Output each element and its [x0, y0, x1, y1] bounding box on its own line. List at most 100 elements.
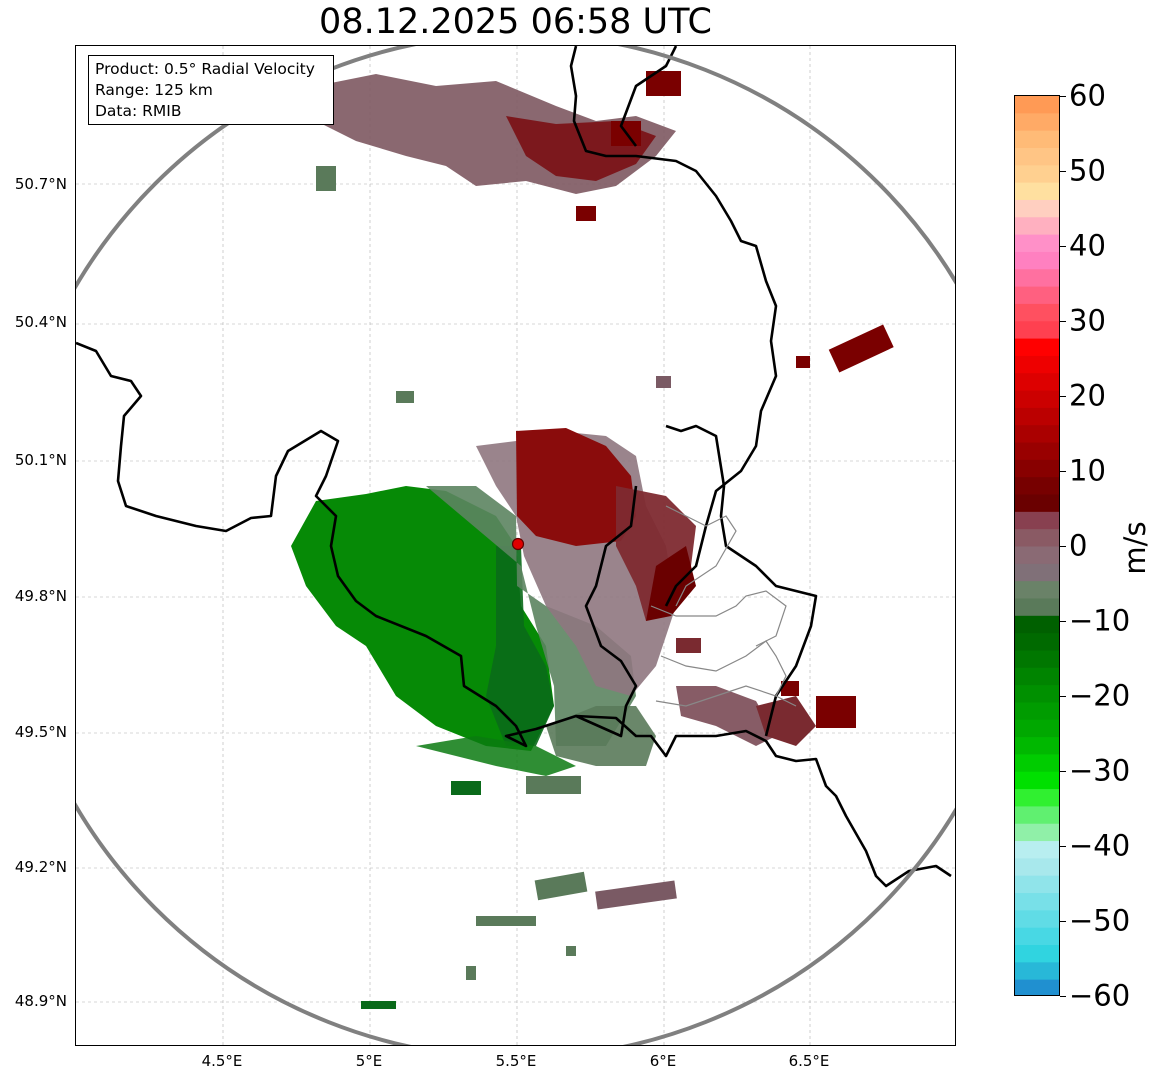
colorbar-step: [1015, 702, 1059, 721]
colorbar-gradient: [1015, 96, 1059, 995]
colorbar-step: [1015, 771, 1059, 790]
radar-map[interactable]: [75, 45, 956, 1046]
colorbar-tick-label: 10: [1069, 453, 1106, 488]
lat-label: 50.1°N: [14, 451, 67, 469]
colorbar-tick-label: −10: [1069, 603, 1131, 638]
echo-cell: [781, 681, 799, 696]
colorbar-step: [1015, 113, 1059, 132]
lon-label: 5.5°E: [495, 1052, 537, 1070]
colorbar-unit-label: m/s: [1118, 521, 1152, 575]
echo-cell: [451, 781, 481, 795]
echo-outbound-strong: [516, 428, 636, 546]
colorbar-step: [1015, 147, 1059, 166]
echo-cell: [526, 776, 581, 794]
colorbar-step: [1015, 373, 1059, 392]
colorbar-step: [1015, 407, 1059, 426]
colorbar-tick-label: 40: [1069, 228, 1106, 263]
colorbar-tick-label: −40: [1069, 828, 1131, 863]
echo-far-south-inbound: [416, 736, 576, 776]
colorbar-tick-label: −20: [1069, 678, 1131, 713]
info-source: Data: RMIB: [95, 102, 182, 120]
lat-label: 49.2°N: [14, 858, 67, 876]
echo-cell: [656, 376, 671, 388]
colorbar-step: [1015, 945, 1059, 963]
echo-cell: [595, 880, 677, 910]
info-product: Product: 0.5° Radial Velocity: [95, 60, 315, 78]
colorbar-step: [1015, 962, 1059, 981]
colorbar-step: [1015, 927, 1059, 946]
colorbar-step: [1015, 303, 1059, 322]
colorbar-step: [1015, 442, 1059, 461]
colorbar-step: [1015, 598, 1059, 617]
echo-cell: [576, 206, 596, 221]
colorbar-step: [1015, 719, 1059, 738]
echo-inbound-dark: [486, 546, 554, 746]
echo-cell: [816, 696, 856, 728]
echo-cell: [476, 916, 536, 926]
colorbar-tick-mark: [1060, 321, 1066, 322]
colorbar-tick-mark: [1060, 546, 1066, 547]
colorbar-step: [1015, 459, 1059, 478]
colorbar-step: [1015, 251, 1059, 270]
colorbar-step: [1015, 806, 1059, 825]
colorbar-step: [1015, 338, 1059, 357]
lat-label: 48.9°N: [14, 992, 67, 1010]
country-borders: [76, 46, 952, 888]
colorbar-step: [1015, 737, 1059, 756]
colorbar-tick-label: 30: [1069, 303, 1106, 338]
colorbar-step: [1015, 511, 1059, 530]
colorbar-step: [1015, 893, 1059, 911]
colorbar-step: [1015, 754, 1059, 773]
colorbar-step: [1015, 199, 1059, 218]
lat-label: 50.4°N: [14, 313, 67, 331]
colorbar-step: [1015, 633, 1059, 652]
lon-label: 4.5°E: [201, 1052, 243, 1070]
lon-label: 6.5°E: [788, 1052, 830, 1070]
echo-outbound-mid: [616, 486, 696, 621]
colorbar: [1014, 95, 1060, 996]
colorbar-step: [1015, 96, 1059, 114]
colorbar-tick-mark: [1060, 246, 1066, 247]
colorbar-step: [1015, 217, 1059, 236]
lat-label: 49.8°N: [14, 587, 67, 605]
colorbar-tick-mark: [1060, 696, 1066, 697]
colorbar-step: [1015, 390, 1059, 409]
colorbar-step: [1015, 789, 1059, 808]
colorbar-tick-label: −30: [1069, 753, 1131, 788]
colorbar-tick-label: 0: [1069, 528, 1088, 563]
echo-inbound-weak: [426, 486, 636, 746]
colorbar-step: [1015, 494, 1059, 513]
colorbar-step: [1015, 425, 1059, 444]
colorbar-tick-mark: [1060, 771, 1066, 772]
colorbar-tick-mark: [1060, 996, 1066, 997]
colorbar-tick-mark: [1060, 171, 1066, 172]
echo-cell: [466, 966, 476, 980]
colorbar-step: [1015, 858, 1059, 877]
colorbar-tick-mark: [1060, 96, 1066, 97]
radar-site-marker[interactable]: [511, 537, 525, 551]
colorbar-step: [1015, 165, 1059, 184]
lat-label: 50.7°N: [14, 175, 67, 193]
radar-map-svg: [76, 46, 955, 1045]
echo-cell: [676, 638, 701, 653]
colorbar-step: [1015, 563, 1059, 582]
echo-cell: [828, 324, 894, 373]
echo-east-cells: [756, 696, 816, 746]
page-title: 08.12.2025 06:58 UTC: [319, 2, 712, 42]
colorbar-step: [1015, 286, 1059, 305]
info-range: Range: 125 km: [95, 81, 213, 99]
echo-outbound-east: [646, 546, 696, 621]
echo-cell: [396, 391, 414, 403]
colorbar-tick-mark: [1060, 471, 1066, 472]
echo-cell: [316, 166, 336, 191]
colorbar-step: [1015, 182, 1059, 201]
echo-cell: [361, 1001, 396, 1009]
colorbar-step: [1015, 910, 1059, 929]
colorbar-step: [1015, 234, 1059, 253]
colorbar-step: [1015, 685, 1059, 704]
colorbar-tick-label: 60: [1069, 78, 1106, 113]
echo-cell: [534, 871, 588, 901]
echo-cell: [566, 946, 576, 956]
colorbar-tick-mark: [1060, 621, 1066, 622]
colorbar-step: [1015, 875, 1059, 894]
